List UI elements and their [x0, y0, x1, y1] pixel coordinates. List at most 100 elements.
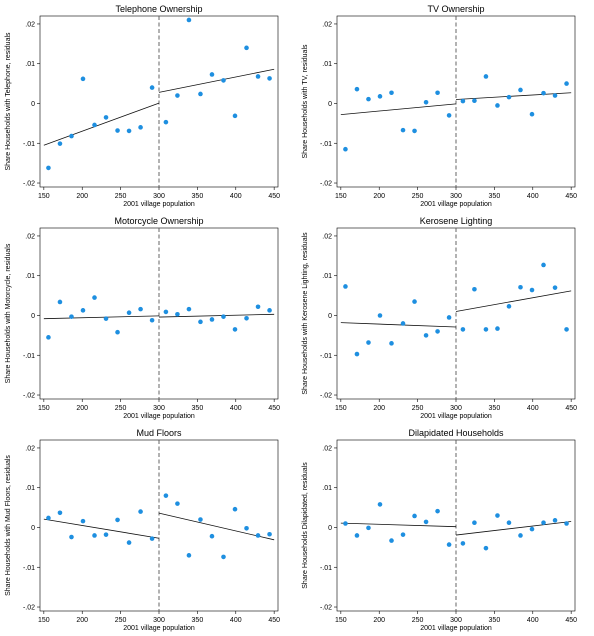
chart-1-data-point: [423, 99, 429, 105]
chart-3-data-point: [564, 327, 569, 332]
chart-1-data-point: [377, 94, 383, 99]
chart-3-ytick-label: 0: [328, 313, 332, 320]
chart-4-data-point: [92, 533, 97, 538]
chart-4-data-point: [149, 536, 155, 541]
chart-5-ytick-label: .01: [322, 485, 332, 492]
chart-0-data-point: [57, 141, 63, 146]
chart-0-data-point: [80, 76, 86, 82]
chart-3-ytick-label: .01: [322, 273, 332, 280]
chart-2-data-point: [46, 335, 51, 340]
chart-0-ylabel: Share Households with Telephone, residua…: [5, 32, 12, 171]
chart-2-fit-line-left: [43, 315, 160, 320]
chart-3-data-point: [506, 304, 512, 309]
chart-3-ytick-label: .02: [322, 233, 332, 240]
chart-4-data-point: [255, 533, 261, 538]
chart-5-data-point: [495, 513, 500, 518]
chart-4-title: Mud Floors: [136, 428, 182, 438]
chart-3-xtick-label: 400: [527, 405, 539, 412]
chart-5-data-point: [518, 533, 523, 538]
chart-2-data-point: [175, 311, 180, 317]
chart-1-data-point: [506, 94, 512, 100]
chart-1-fit-line-left: [340, 103, 457, 116]
chart-4-xtick-label: 200: [76, 617, 88, 624]
chart-1-ytick-label: 0: [328, 101, 332, 108]
chart-5-xlabel: 2001 village population: [420, 625, 492, 632]
chart-0-ytick-label: .01: [25, 61, 35, 68]
chart-1-data-point: [483, 74, 489, 79]
chart-4-data-point: [69, 534, 74, 540]
chart-5-data-point: [446, 542, 452, 547]
chart-3-data-point: [435, 329, 440, 334]
chart-2-xlabel: 2001 village population: [123, 413, 195, 420]
chart-4-data-point: [46, 515, 51, 521]
chart-5-data-point: [400, 532, 406, 537]
tv-ownership-chart: TV Ownership 150 200 250 300 350 400 450 .02 .01 0…: [302, 4, 577, 208]
chart-0-data-point: [103, 115, 109, 120]
chart-0-data-point: [221, 78, 226, 83]
chart-3-data-point: [518, 284, 523, 290]
chart-3-xtick-label: 350: [489, 405, 501, 412]
chart-4-data-point: [175, 501, 180, 506]
chart-4-xtick-label: 300: [153, 617, 165, 624]
chart-5-data-point: [472, 520, 477, 526]
chart-2-data-point: [267, 308, 272, 313]
chart-4-data-point: [138, 509, 143, 514]
chart-0-xtick-label: 400: [230, 193, 242, 200]
chart-4-xtick-label: 250: [115, 617, 127, 624]
chart-1-data-point: [495, 103, 500, 108]
chart-0-data-point: [175, 93, 180, 98]
chart-5-ytick-label: .02: [322, 445, 332, 452]
chart-4-ytick-label: .02: [25, 445, 35, 452]
chart-1-ytick-label: .02: [322, 21, 332, 28]
chart-3-data-point: [446, 315, 452, 320]
chart-5-fit-line-right: [455, 521, 572, 536]
chart-3-data-point: [354, 351, 360, 357]
chart-1-xtick-label: 250: [412, 193, 424, 200]
chart-4-data-point: [57, 510, 63, 516]
chart-4-ytick-label: .01: [25, 485, 35, 492]
chart-3-xtick-label: 450: [565, 405, 577, 412]
chart-4-data-point: [232, 506, 238, 512]
chart-3-data-point: [343, 284, 348, 289]
chart-4-fit-line-right: [158, 512, 275, 541]
chart-5-data-point: [354, 533, 360, 538]
chart-2-data-point: [80, 308, 86, 313]
chart-0-data-point: [163, 119, 169, 125]
chart-3-data-point: [377, 313, 383, 318]
chart-4-data-point: [186, 553, 192, 558]
chart-4-xtick-label: 350: [192, 617, 204, 624]
chart-2-title: Motorcycle Ownership: [114, 216, 203, 226]
chart-3-title: Kerosene Lighting: [420, 216, 493, 226]
chart-0-xtick-label: 300: [153, 193, 165, 200]
chart-0-data-point: [115, 128, 120, 133]
chart-5-fit-line-left: [340, 522, 457, 528]
chart-1-ytick-label: .01: [322, 61, 332, 68]
chart-0-xtick-label: 150: [38, 193, 50, 200]
chart-3-xtick-label: 150: [335, 405, 347, 412]
chart-4-data-point: [115, 517, 120, 523]
chart-5-data-point: [435, 508, 440, 514]
chart-5-data-point: [377, 502, 383, 507]
chart-4-xtick-label: 400: [230, 617, 242, 624]
kerosene-lighting-chart: Kerosene Lighting 150 200 250 300 350 400 450 .0…: [302, 216, 577, 420]
chart-1-data-point: [412, 128, 417, 134]
chart-0-data-point: [232, 113, 238, 119]
chart-3-data-point: [529, 287, 535, 293]
chart-5-xtick-label: 200: [373, 617, 385, 624]
chart-0-ytick-label: .02: [25, 21, 35, 28]
chart-3-fit-line-left: [340, 322, 457, 328]
chart-5-data-point: [541, 520, 546, 526]
chart-2-data-point: [186, 306, 192, 312]
chart-4-data-point: [209, 533, 215, 539]
chart-2-data-point: [149, 317, 155, 323]
chart-0-xlabel: 2001 village population: [123, 201, 195, 208]
chart-5-ytick-label: 0: [328, 525, 332, 532]
chart-4-data-point: [198, 517, 203, 522]
chart-1-data-point: [366, 96, 371, 102]
chart-5-data-point: [483, 545, 489, 551]
chart-5-data-point: [412, 513, 417, 519]
chart-3-data-point: [366, 340, 371, 345]
chart-2-xtick-label: 250: [115, 405, 127, 412]
chart-2-data-point: [115, 329, 120, 335]
chart-4-data-point: [103, 532, 109, 537]
